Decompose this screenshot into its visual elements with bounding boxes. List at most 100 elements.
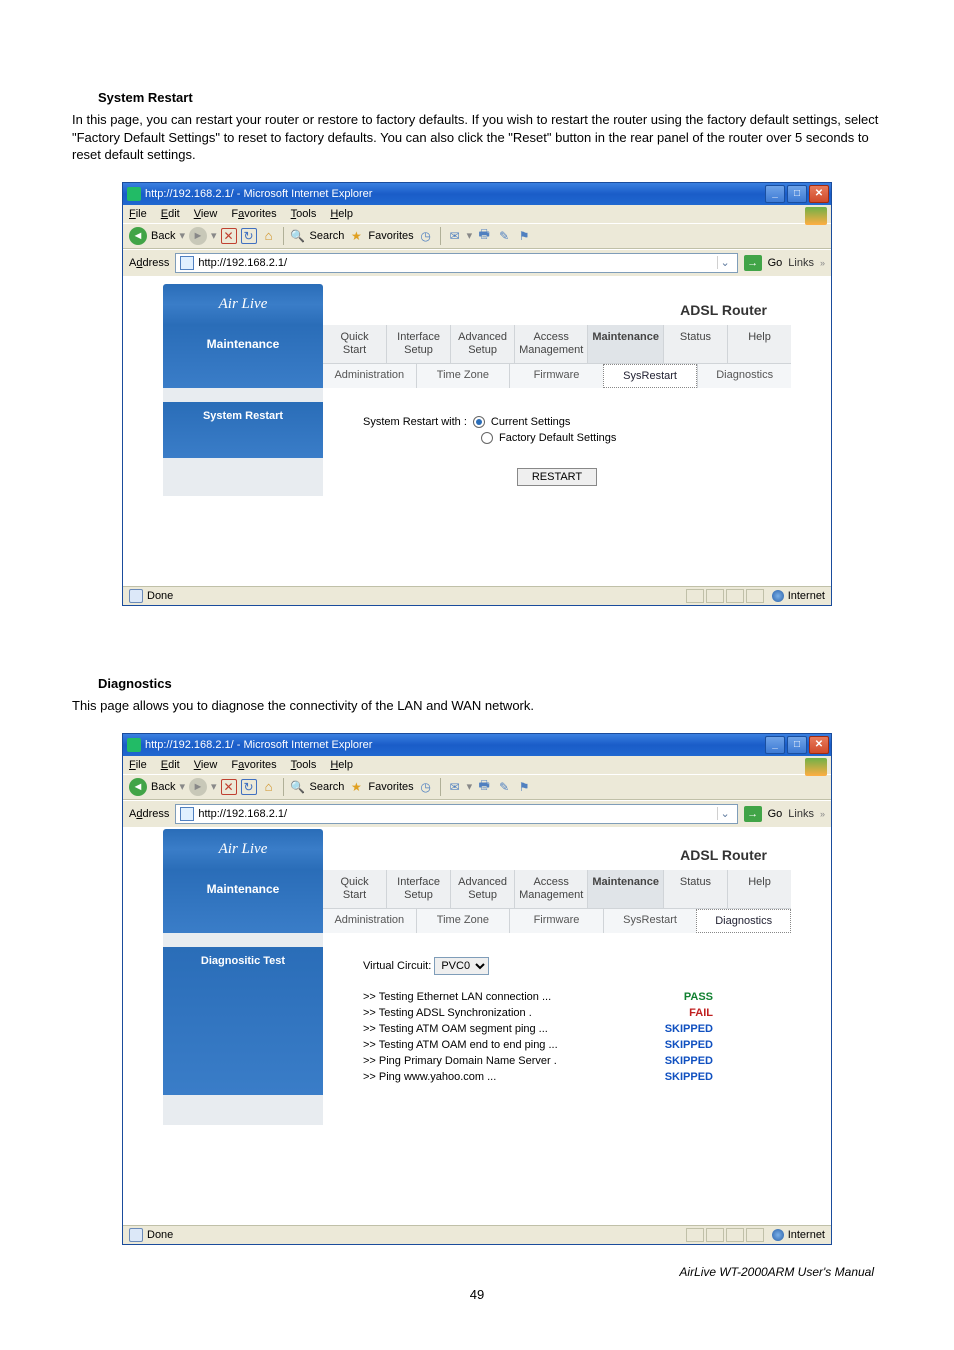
subtab-diagnostics[interactable]: Diagnostics: [696, 909, 791, 933]
favorites-icon[interactable]: ★: [348, 779, 364, 795]
tab-quick-start[interactable]: QuickStart: [323, 870, 386, 908]
tab-advanced-setup[interactable]: AdvancedSetup: [450, 870, 514, 908]
subtab-firmware[interactable]: Firmware: [509, 909, 603, 933]
subtab-diagnostics[interactable]: Diagnostics: [697, 364, 791, 388]
forward-icon[interactable]: ►: [189, 778, 207, 796]
search-icon[interactable]: 🔍: [290, 779, 306, 795]
go-label[interactable]: Go: [768, 257, 783, 269]
history-icon[interactable]: ◷: [418, 228, 434, 244]
refresh-icon[interactable]: ↻: [241, 228, 257, 244]
screenshot-system-restart: http://192.168.2.1/ - Microsoft Internet…: [122, 182, 832, 606]
menu-favorites[interactable]: Favorites: [231, 759, 276, 771]
menu-help[interactable]: Help: [330, 208, 353, 220]
tab-interface-setup[interactable]: InterfaceSetup: [386, 870, 450, 908]
back-label[interactable]: Back: [151, 781, 175, 793]
favorites-label[interactable]: Favorites: [368, 781, 413, 793]
menu-view[interactable]: View: [194, 208, 218, 220]
go-label[interactable]: Go: [768, 808, 783, 820]
tab-access-management[interactable]: AccessManagement: [514, 325, 587, 363]
menu-favorites[interactable]: Favorites: [231, 208, 276, 220]
diagnostic-row: >> Testing Ethernet LAN connection ... PA…: [363, 989, 713, 1005]
subtab-administration[interactable]: Administration: [323, 364, 416, 388]
discuss-icon[interactable]: ⚑: [516, 779, 532, 795]
menu-tools[interactable]: Tools: [291, 208, 317, 220]
menu-view[interactable]: View: [194, 759, 218, 771]
links-label[interactable]: Links: [788, 808, 814, 820]
virtual-circuit-select[interactable]: PVC0: [434, 957, 489, 975]
go-button-icon[interactable]: →: [744, 806, 762, 822]
section-body-diagnostics: This page allows you to diagnose the con…: [72, 697, 882, 715]
search-label[interactable]: Search: [310, 230, 345, 242]
window-close[interactable]: ✕: [809, 736, 829, 754]
window-minimize[interactable]: _: [765, 736, 785, 754]
subtab-sysrestart[interactable]: SysRestart: [603, 364, 698, 388]
window-maximize[interactable]: □: [787, 736, 807, 754]
tab-help[interactable]: Help: [727, 325, 791, 363]
page-icon: [180, 807, 194, 821]
favorites-label[interactable]: Favorites: [368, 230, 413, 242]
forward-icon[interactable]: ►: [189, 227, 207, 245]
print-icon[interactable]: 🖶: [476, 779, 492, 795]
tab-status[interactable]: Status: [663, 325, 727, 363]
print-icon[interactable]: 🖶: [476, 228, 492, 244]
tab-advanced-setup[interactable]: AdvancedSetup: [450, 325, 514, 363]
mail-icon[interactable]: ✉: [447, 228, 463, 244]
screenshot-diagnostics: http://192.168.2.1/ - Microsoft Internet…: [122, 733, 832, 1245]
address-input[interactable]: http://192.168.2.1/ ⌄: [175, 804, 737, 824]
menu-file[interactable]: File: [129, 208, 147, 220]
address-dropdown-icon[interactable]: ⌄: [717, 807, 733, 820]
back-icon[interactable]: ◄: [129, 227, 147, 245]
tab-maintenance[interactable]: Maintenance: [587, 870, 663, 908]
menu-edit[interactable]: Edit: [161, 208, 180, 220]
window-titlebar: http://192.168.2.1/ - Microsoft Internet…: [123, 734, 831, 756]
internet-zone-icon: [772, 590, 784, 602]
menu-help[interactable]: Help: [330, 759, 353, 771]
menu-tools[interactable]: Tools: [291, 759, 317, 771]
favorites-icon[interactable]: ★: [348, 228, 364, 244]
menu-edit[interactable]: Edit: [161, 759, 180, 771]
diagnostic-test-name: >> Testing Ethernet LAN connection ...: [363, 991, 551, 1003]
stop-icon[interactable]: ✕: [221, 779, 237, 795]
menu-file[interactable]: File: [129, 759, 147, 771]
back-icon[interactable]: ◄: [129, 778, 147, 796]
tab-status[interactable]: Status: [663, 870, 727, 908]
tab-quick-start[interactable]: QuickStart: [323, 325, 386, 363]
tab-help[interactable]: Help: [727, 870, 791, 908]
links-label[interactable]: Links: [788, 257, 814, 269]
tab-interface-setup[interactable]: InterfaceSetup: [386, 325, 450, 363]
home-icon[interactable]: ⌂: [261, 228, 277, 244]
window-close[interactable]: ✕: [809, 185, 829, 203]
diagnostic-test-result: PASS: [684, 991, 713, 1003]
tab-maintenance[interactable]: Maintenance: [587, 325, 663, 363]
search-label[interactable]: Search: [310, 781, 345, 793]
refresh-icon[interactable]: ↻: [241, 779, 257, 795]
home-icon[interactable]: ⌂: [261, 779, 277, 795]
subtab-time-zone[interactable]: Time Zone: [416, 364, 510, 388]
radio-factory-default[interactable]: [481, 432, 493, 444]
go-button-icon[interactable]: →: [744, 255, 762, 271]
page-icon: [180, 256, 194, 270]
window-minimize[interactable]: _: [765, 185, 785, 203]
search-icon[interactable]: 🔍: [290, 228, 306, 244]
restart-button[interactable]: RESTART: [517, 468, 597, 486]
edit-icon[interactable]: ✎: [496, 228, 512, 244]
address-input[interactable]: http://192.168.2.1/ ⌄: [175, 253, 737, 273]
diagnostic-test-name: >> Testing ATM OAM end to end ping ...: [363, 1039, 558, 1051]
tab-access-management[interactable]: AccessManagement: [514, 870, 587, 908]
mail-icon[interactable]: ✉: [447, 779, 463, 795]
history-icon[interactable]: ◷: [418, 779, 434, 795]
subtab-firmware[interactable]: Firmware: [509, 364, 603, 388]
subtab-administration[interactable]: Administration: [323, 909, 416, 933]
side-label-diagnostic: Diagnositic Test: [163, 947, 323, 1095]
window-maximize[interactable]: □: [787, 185, 807, 203]
subtab-sysrestart[interactable]: SysRestart: [603, 909, 697, 933]
radio-current-settings[interactable]: [473, 416, 485, 428]
sub-tabs: Administration Time Zone Firmware SysRes…: [323, 363, 791, 388]
address-dropdown-icon[interactable]: ⌄: [717, 256, 733, 269]
edit-icon[interactable]: ✎: [496, 779, 512, 795]
subtab-time-zone[interactable]: Time Zone: [416, 909, 510, 933]
radio-current-label: Current Settings: [491, 416, 570, 428]
discuss-icon[interactable]: ⚑: [516, 228, 532, 244]
stop-icon[interactable]: ✕: [221, 228, 237, 244]
back-label[interactable]: Back: [151, 230, 175, 242]
